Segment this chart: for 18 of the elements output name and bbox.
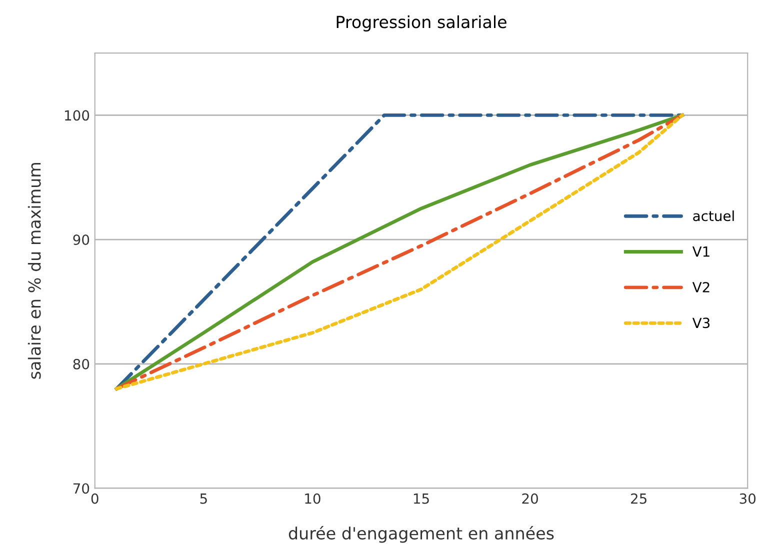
x-tick-label: 10 — [305, 493, 320, 504]
x-tick-label: 20 — [522, 493, 538, 504]
legend-label: actuel — [693, 210, 734, 222]
chart-title: Progression salariale — [336, 15, 506, 32]
x-tick-label: 30 — [740, 493, 756, 504]
legend-label: V3 — [692, 318, 710, 328]
y-tick-label: 90 — [73, 234, 90, 246]
legend-label: V2 — [692, 282, 710, 292]
y-axis-title: salaire en % du maximum — [28, 163, 41, 379]
x-tick-label: 25 — [631, 493, 646, 504]
y-tick-label: 100 — [65, 110, 90, 121]
x-tick-label: 5 — [200, 494, 207, 504]
x-tick-label: 0 — [91, 493, 98, 504]
x-tick-label: 15 — [414, 494, 429, 504]
y-tick-label: 70 — [73, 483, 90, 494]
x-axis-title: durée d'engagement en années — [288, 526, 554, 543]
y-tick-label: 80 — [73, 358, 90, 370]
legend-label: V1 — [692, 246, 710, 257]
